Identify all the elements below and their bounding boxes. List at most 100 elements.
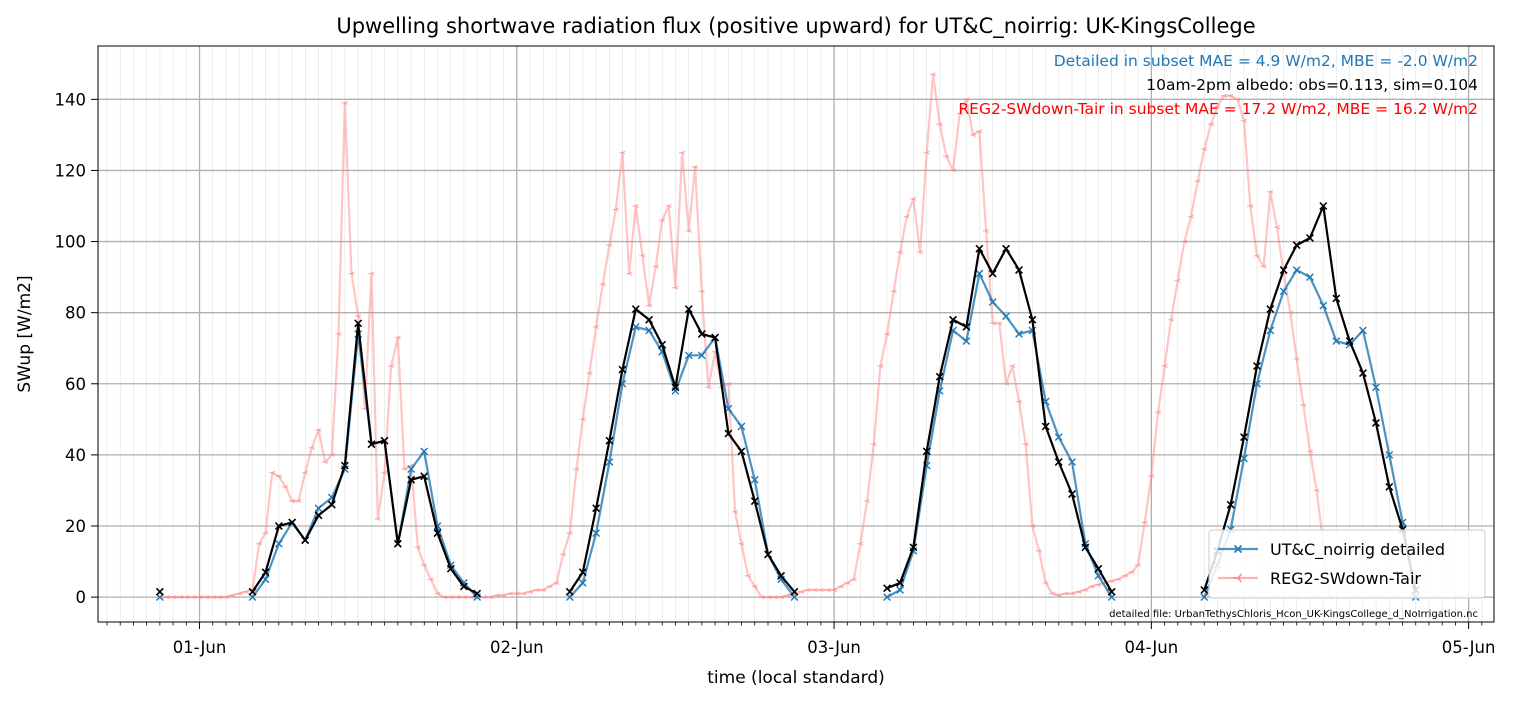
data-point [288, 518, 297, 527]
data-point [684, 305, 693, 314]
data-point [1002, 381, 1010, 386]
data-point [1049, 591, 1056, 596]
data-point [573, 466, 580, 472]
data-point [605, 458, 614, 466]
data-point [751, 584, 758, 589]
data-point [393, 539, 402, 548]
data-point [1267, 189, 1274, 194]
data-point [295, 498, 302, 504]
legend-label-detailed: UT&C_noirrig detailed [1270, 540, 1445, 560]
data-point [1002, 244, 1010, 253]
data-point [1134, 562, 1142, 568]
data-point [976, 129, 983, 134]
data-point [420, 472, 429, 481]
data-point [1332, 294, 1341, 303]
data-point [1234, 97, 1241, 102]
data-point [314, 511, 323, 520]
data-point [321, 459, 329, 465]
data-point [1141, 520, 1148, 525]
data-point [1075, 589, 1082, 594]
data-point [553, 580, 560, 586]
data-point [619, 150, 626, 155]
data-point [367, 440, 376, 449]
data-point [943, 154, 950, 159]
data-point [467, 594, 474, 600]
data-point [301, 470, 309, 475]
data-point [546, 584, 553, 589]
data-point [750, 497, 759, 506]
data-point [374, 516, 381, 522]
data-point [685, 228, 692, 234]
data-point [639, 253, 646, 258]
data-point [1240, 433, 1248, 442]
data-point [1148, 474, 1155, 479]
data-point [605, 436, 614, 445]
data-point [1187, 214, 1195, 219]
data-point [1121, 573, 1129, 578]
legend-label-reg2: REG2-SWdown-Tair [1270, 569, 1421, 588]
data-point [261, 568, 270, 577]
data-point [777, 571, 786, 580]
y-tick-label: 140 [55, 90, 87, 109]
data-point [612, 207, 619, 212]
data-point [883, 584, 892, 593]
data-point [777, 594, 785, 600]
data-point [460, 594, 467, 600]
data-point [909, 543, 918, 552]
y-tick-label: 60 [65, 375, 86, 394]
data-point [671, 383, 680, 392]
data-point [631, 322, 640, 331]
data-point [1088, 584, 1095, 589]
series-line [568, 308, 796, 593]
data-point [1372, 383, 1380, 392]
data-point [354, 314, 362, 319]
data-point [308, 445, 315, 450]
data-point [804, 587, 811, 593]
data-point [209, 594, 216, 600]
data-point [1042, 580, 1049, 586]
data-point [1107, 587, 1116, 596]
data-point [863, 498, 871, 504]
series-layer [155, 72, 1420, 602]
y-tick-label: 0 [76, 588, 87, 607]
data-point [916, 250, 924, 255]
data-point [658, 218, 666, 223]
data-point [579, 417, 586, 422]
data-point [632, 203, 639, 209]
data-point [1200, 593, 1209, 602]
data-point [255, 541, 263, 546]
data-point [559, 552, 567, 557]
data-point [870, 442, 877, 447]
data-point [1201, 146, 1208, 152]
series-line [251, 322, 478, 595]
x-tick-label: 02-Jun [490, 638, 544, 657]
data-point [830, 587, 838, 593]
data-point [764, 550, 773, 559]
data-point [446, 564, 455, 573]
data-point [340, 461, 349, 470]
data-point [155, 587, 164, 596]
data-point [738, 541, 745, 546]
data-point [936, 122, 943, 127]
series-line [568, 325, 796, 598]
data-point [314, 504, 323, 513]
x-axis: 01-Jun 02-Jun 03-Jun 04-Jun 05-Jun [106, 622, 1495, 657]
data-point [1002, 312, 1010, 321]
data-point [1015, 330, 1023, 338]
data-point [1385, 482, 1394, 491]
data-point [1306, 273, 1314, 282]
data-point [169, 594, 177, 600]
data-point [922, 447, 931, 456]
data-point [698, 289, 705, 294]
data-point [539, 587, 547, 593]
data-point [189, 594, 196, 600]
data-point [433, 529, 442, 538]
y-axis-label: SWup [W/m2] [15, 275, 35, 392]
data-point [988, 298, 997, 306]
data-point [969, 132, 977, 138]
data-point [672, 285, 679, 290]
data-point [890, 289, 897, 294]
data-point [592, 529, 601, 538]
data-point [183, 594, 190, 600]
